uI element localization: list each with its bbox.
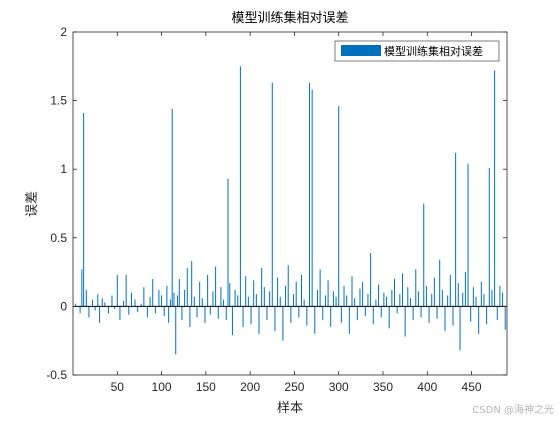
- plot-area: [73, 32, 507, 375]
- x-axis: 50 100 150 200 250 300 350 400 450: [111, 32, 482, 394]
- x-tick-label: 150: [196, 380, 216, 394]
- x-axis-label: 样本: [277, 401, 303, 416]
- x-tick-label: 100: [152, 380, 172, 394]
- x-tick-label: 250: [284, 380, 304, 394]
- legend-swatch: [341, 45, 381, 56]
- chart-title: 模型训练集相对误差: [231, 10, 348, 26]
- bar-series: [75, 66, 506, 355]
- x-tick-label: 450: [462, 380, 482, 394]
- y-tick-label: 1.5: [50, 94, 67, 108]
- y-axis-label: 误差: [25, 191, 40, 217]
- legend: 模型训练集相对误差: [334, 40, 500, 62]
- watermark: CSDN @海神之光: [472, 405, 554, 416]
- x-tick-label: 200: [240, 380, 260, 394]
- y-tick-label: 2: [60, 25, 67, 39]
- y-tick-label: 1: [60, 162, 67, 176]
- plot-frame: [72, 31, 508, 376]
- x-tick-label: 400: [417, 380, 437, 394]
- y-tick-label: 0: [60, 299, 67, 313]
- x-tick-label: 300: [329, 380, 349, 394]
- y-tick-label: 0.5: [50, 231, 67, 245]
- x-tick-label: 350: [373, 380, 393, 394]
- legend-entry-label: 模型训练集相对误差: [384, 44, 483, 58]
- y-tick-label: -0.5: [46, 368, 67, 382]
- y-axis: -0.5 0 0.5 1 1.5 2: [46, 25, 507, 382]
- x-tick-label: 50: [111, 380, 125, 394]
